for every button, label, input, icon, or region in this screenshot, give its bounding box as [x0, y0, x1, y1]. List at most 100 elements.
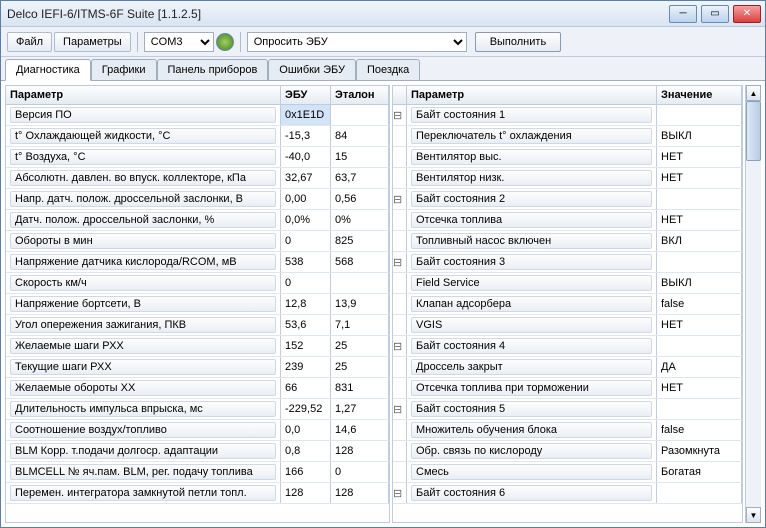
param-cell: Байт состояния 4	[407, 336, 657, 356]
table-row[interactable]: Текущие шаги РХХ23925	[6, 357, 389, 378]
maximize-button[interactable]: ▭	[701, 5, 729, 23]
tab-2[interactable]: Панель приборов	[157, 59, 269, 80]
table-row[interactable]: Множитель обучения блокаfalse	[393, 420, 742, 441]
params-menu[interactable]: Параметры	[54, 32, 131, 52]
table-row[interactable]: BLM Корр. т.подачи долгоср. адаптации0,8…	[6, 441, 389, 462]
scroll-down-button[interactable]: ▼	[746, 507, 761, 523]
blank-icon	[393, 273, 407, 293]
table-row[interactable]: СмесьБогатая	[393, 462, 742, 483]
value-cell: ВЫКЛ	[657, 273, 742, 293]
table-row[interactable]: Переключатель t° охлажденияВЫКЛ	[393, 126, 742, 147]
minimize-button[interactable]: ─	[669, 5, 697, 23]
table-row[interactable]: Дроссель закрытДА	[393, 357, 742, 378]
command-select[interactable]: Опросить ЭБУ	[247, 32, 467, 52]
tab-3[interactable]: Ошибки ЭБУ	[268, 59, 356, 80]
blank-icon	[393, 294, 407, 314]
param-cell: Перемен. интегратора замкнутой петли топ…	[6, 483, 281, 503]
value-cell: Разомкнута	[657, 441, 742, 461]
table-row[interactable]: Обороты в мин0825	[6, 231, 389, 252]
table-row[interactable]: Версия ПО0x1E1D	[6, 105, 389, 126]
toolbar-separator	[137, 32, 138, 52]
tab-4[interactable]: Поездка	[356, 59, 420, 80]
blank-icon	[393, 315, 407, 335]
table-row[interactable]: Угол опережения зажигания, ПКВ53,67,1	[6, 315, 389, 336]
param-cell: BLMCELL № яч.пам. BLM, рег. подачу топли…	[6, 462, 281, 482]
right-header: Параметр Значение	[393, 86, 742, 105]
tab-0[interactable]: Диагностика	[5, 59, 91, 81]
table-row[interactable]: Желаемые шаги РХХ15225	[6, 336, 389, 357]
expand-icon[interactable]: ⊟	[393, 252, 407, 272]
tab-1[interactable]: Графики	[91, 59, 157, 80]
table-row[interactable]: t° Охлаждающей жидкости, °C-15,384	[6, 126, 389, 147]
table-row[interactable]: Абсолютн. давлен. во впуск. коллекторе, …	[6, 168, 389, 189]
ecu-cell: 0	[281, 273, 331, 293]
table-row[interactable]: Field ServiceВЫКЛ	[393, 273, 742, 294]
ref-cell: 128	[331, 441, 389, 461]
col-header-ref[interactable]: Эталон	[331, 86, 389, 104]
param-cell: Длительность импульса впрыска, мс	[6, 399, 281, 419]
table-row[interactable]: Отсечка топливаНЕТ	[393, 210, 742, 231]
table-row[interactable]: ⊟Байт состояния 5	[393, 399, 742, 420]
table-row[interactable]: Вентилятор низк.НЕТ	[393, 168, 742, 189]
window-buttons: ─ ▭ ✕	[669, 5, 765, 23]
table-row[interactable]: Длительность импульса впрыска, мс-229,52…	[6, 399, 389, 420]
expand-icon[interactable]: ⊟	[393, 399, 407, 419]
table-row[interactable]: Соотношение воздух/топливо0,014,6	[6, 420, 389, 441]
param-cell: Вентилятор выс.	[407, 147, 657, 167]
expand-icon[interactable]: ⊟	[393, 105, 407, 125]
table-row[interactable]: Обр. связь по кислородуРазомкнута	[393, 441, 742, 462]
table-row[interactable]: VGISНЕТ	[393, 315, 742, 336]
table-row[interactable]: Напр. датч. полож. дроссельной заслонки,…	[6, 189, 389, 210]
table-row[interactable]: Датч. полож. дроссельной заслонки, %0,0%…	[6, 210, 389, 231]
port-select[interactable]: COM3	[144, 32, 214, 52]
table-row[interactable]: BLMCELL № яч.пам. BLM, рег. подачу топли…	[6, 462, 389, 483]
param-cell: Байт состояния 1	[407, 105, 657, 125]
close-button[interactable]: ✕	[733, 5, 761, 23]
scroll-track[interactable]	[746, 101, 761, 507]
blank-icon	[393, 441, 407, 461]
right-panel: Параметр Значение ⊟Байт состояния 1Перек…	[392, 85, 743, 523]
ref-cell	[331, 105, 389, 125]
expand-icon[interactable]: ⊟	[393, 336, 407, 356]
table-row[interactable]: ⊟Байт состояния 1	[393, 105, 742, 126]
connect-button[interactable]	[216, 33, 234, 51]
run-button[interactable]: Выполнить	[475, 32, 561, 52]
param-cell: Множитель обучения блока	[407, 420, 657, 440]
table-row[interactable]: Напряжение бортсети, В12,813,9	[6, 294, 389, 315]
table-row[interactable]: Желаемые обороты ХХ66831	[6, 378, 389, 399]
table-row[interactable]: ⊟Байт состояния 3	[393, 252, 742, 273]
table-row[interactable]: ⊟Байт состояния 6	[393, 483, 742, 504]
scroll-thumb[interactable]	[746, 101, 761, 161]
expand-icon[interactable]: ⊟	[393, 483, 407, 503]
scroll-up-button[interactable]: ▲	[746, 85, 761, 101]
param-cell: Скорость км/ч	[6, 273, 281, 293]
app-window: Delco IEFI-6/ITMS-6F Suite [1.1.2.5] ─ ▭…	[0, 0, 766, 528]
ref-cell	[331, 273, 389, 293]
ecu-cell: 12,8	[281, 294, 331, 314]
table-row[interactable]: Скорость км/ч0	[6, 273, 389, 294]
ref-cell: 0%	[331, 210, 389, 230]
table-row[interactable]: Отсечка топлива при торможенииНЕТ	[393, 378, 742, 399]
table-row[interactable]: t° Воздуха, °C-40,015	[6, 147, 389, 168]
ref-cell: 825	[331, 231, 389, 251]
table-row[interactable]: Вентилятор выс.НЕТ	[393, 147, 742, 168]
col-header-ecu[interactable]: ЭБУ	[281, 86, 331, 104]
ref-cell: 0	[331, 462, 389, 482]
col-header-param[interactable]: Параметр	[6, 86, 281, 104]
expand-icon[interactable]: ⊟	[393, 189, 407, 209]
ecu-cell: 0,8	[281, 441, 331, 461]
scrollbar[interactable]: ▲ ▼	[745, 85, 761, 523]
table-row[interactable]: ⊟Байт состояния 4	[393, 336, 742, 357]
table-row[interactable]: ⊟Байт состояния 2	[393, 189, 742, 210]
table-row[interactable]: Топливный насос включенВКЛ	[393, 231, 742, 252]
table-row[interactable]: Напряжение датчика кислорода/RCOM, мВ538…	[6, 252, 389, 273]
ecu-cell: 0x1E1D	[281, 105, 331, 125]
table-row[interactable]: Перемен. интегратора замкнутой петли топ…	[6, 483, 389, 504]
col-header-value[interactable]: Значение	[657, 86, 742, 104]
ref-cell: 14,6	[331, 420, 389, 440]
blank-icon	[393, 147, 407, 167]
table-row[interactable]: Клапан адсорбераfalse	[393, 294, 742, 315]
file-menu[interactable]: Файл	[7, 32, 52, 52]
col-header-param-r[interactable]: Параметр	[407, 86, 657, 104]
param-cell: t° Воздуха, °C	[6, 147, 281, 167]
